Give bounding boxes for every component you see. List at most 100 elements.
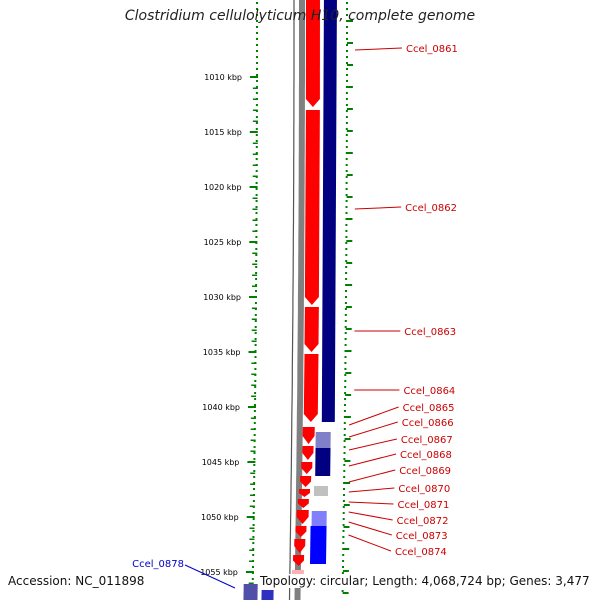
outer-scale-dot bbox=[345, 128, 348, 130]
scale-dot bbox=[255, 146, 258, 148]
outer-tick bbox=[347, 64, 353, 66]
outer-tick bbox=[345, 394, 352, 396]
scale-dot bbox=[255, 86, 258, 88]
scale-dot bbox=[254, 404, 256, 406]
scale-dot bbox=[256, 32, 258, 34]
scale-minor-tick bbox=[252, 263, 258, 265]
scale-dot bbox=[255, 212, 258, 214]
outer-scale-dot bbox=[345, 206, 348, 208]
scale-label: 1045 kbp bbox=[202, 458, 240, 467]
scale-dot bbox=[254, 344, 257, 346]
scale-dot bbox=[255, 272, 258, 274]
scale-dot bbox=[252, 548, 255, 550]
scale-dot bbox=[254, 398, 257, 400]
scale-dot bbox=[255, 152, 258, 154]
gene-label-line bbox=[348, 521, 392, 536]
gene-forward bbox=[303, 354, 319, 422]
scale-dot bbox=[255, 254, 258, 256]
outer-tick bbox=[344, 438, 351, 440]
scale-dot bbox=[255, 134, 258, 136]
scale-tick bbox=[249, 241, 258, 243]
scale-label: 1025 kbp bbox=[204, 238, 242, 247]
scale-minor-tick bbox=[251, 362, 257, 364]
outer-tick bbox=[344, 460, 351, 462]
gene-reverse-bottom bbox=[243, 584, 258, 600]
outer-scale-dot bbox=[345, 254, 348, 256]
outer-scale-dot bbox=[346, 38, 348, 40]
outer-scale-dot bbox=[345, 140, 348, 142]
scale-dot bbox=[256, 74, 258, 76]
outer-scale-dot bbox=[346, 44, 348, 46]
outer-scale-dot bbox=[341, 572, 344, 574]
scale-minor-tick bbox=[252, 208, 258, 210]
outer-tick bbox=[346, 130, 353, 132]
scale-dot bbox=[253, 410, 256, 412]
gene-label-line bbox=[348, 406, 399, 426]
outer-scale-dot bbox=[345, 182, 348, 184]
outer-scale-dot bbox=[346, 80, 348, 82]
scale-minor-tick bbox=[251, 329, 257, 331]
scale-minor-tick bbox=[252, 164, 258, 166]
scale-tick bbox=[248, 406, 256, 408]
gene-label: Ccel_0861 bbox=[406, 44, 458, 55]
scale-minor-tick bbox=[251, 373, 257, 375]
outer-scale-dot bbox=[345, 116, 348, 118]
scale-minor-tick bbox=[249, 549, 255, 551]
scale-dot bbox=[252, 566, 254, 568]
scale-dot bbox=[253, 458, 256, 460]
gene-label: Ccel_0864 bbox=[403, 386, 455, 397]
scale-dot bbox=[252, 542, 255, 544]
gene-labels: Ccel_0861 Ccel_0862 Ccel_0863 Ccel_0864 Ccel… bbox=[132, 44, 458, 589]
scale-dot bbox=[256, 80, 258, 82]
scale-dot bbox=[254, 338, 257, 340]
scale-dot bbox=[256, 68, 258, 70]
gene-forward bbox=[302, 446, 314, 460]
outer-scale-dot bbox=[344, 380, 347, 382]
gene-label: Ccel_0870 bbox=[398, 484, 450, 495]
outer-scale-dot bbox=[344, 326, 347, 328]
outer-scale-dot bbox=[345, 272, 348, 274]
outer-tick bbox=[343, 548, 350, 550]
gene-forward bbox=[298, 489, 311, 497]
gene-label: Ccel_0878 bbox=[132, 559, 184, 570]
gene-label: Ccel_0869 bbox=[399, 466, 451, 477]
outer-scale-dot bbox=[344, 404, 346, 406]
outer-scale-dot bbox=[345, 98, 348, 100]
outer-scale-dot bbox=[344, 398, 347, 400]
outer-scale-dot bbox=[342, 500, 345, 502]
gene-forward bbox=[296, 510, 309, 524]
scale-minor-tick bbox=[252, 285, 257, 287]
outer-scale-dot bbox=[345, 224, 348, 226]
gene-label-line bbox=[354, 47, 403, 51]
outer-scale-dot bbox=[345, 248, 348, 250]
scale-dot bbox=[255, 278, 258, 280]
scale-dot bbox=[255, 116, 258, 118]
scale-tick bbox=[249, 186, 258, 188]
outer-scale-dot bbox=[344, 386, 347, 388]
scale-minor-tick bbox=[249, 538, 255, 540]
gene-reverse-bottom bbox=[261, 590, 274, 600]
scale-dot bbox=[255, 122, 258, 124]
scale-dot bbox=[252, 500, 255, 502]
scale-tick bbox=[247, 461, 256, 463]
scale-minor-tick bbox=[249, 505, 255, 507]
scale-minor-tick bbox=[250, 428, 256, 430]
gene-label: Ccel_0865 bbox=[403, 403, 455, 414]
gene-forward bbox=[301, 462, 313, 474]
outer-scale-dot bbox=[346, 8, 348, 10]
outer-scale-dot bbox=[345, 236, 348, 238]
scale-dot bbox=[256, 50, 258, 52]
scale-dot bbox=[256, 14, 258, 16]
gene-label: Ccel_0862 bbox=[405, 203, 457, 214]
gene-label-line bbox=[348, 501, 394, 505]
outer-scale-dot bbox=[346, 56, 348, 58]
outer-scale-dot bbox=[343, 440, 346, 442]
outer-tick bbox=[345, 328, 352, 330]
scale-dot bbox=[256, 38, 258, 40]
scale-minor-tick bbox=[250, 472, 256, 474]
outer-tick bbox=[347, 20, 353, 22]
scale-minor-tick bbox=[252, 120, 258, 122]
outer-scale-dot bbox=[345, 104, 348, 106]
genome-title: Clostridium cellulolyticum H10, complete… bbox=[124, 8, 476, 24]
scale-minor-tick bbox=[252, 197, 258, 199]
